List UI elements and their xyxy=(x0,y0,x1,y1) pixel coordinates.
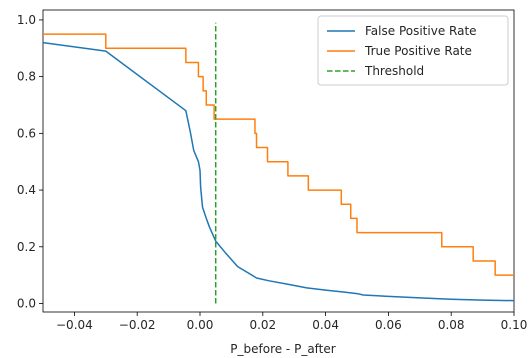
x-tick-label: −0.02 xyxy=(119,318,156,332)
series-line-1 xyxy=(43,33,514,276)
y-tick-label: 0.8 xyxy=(17,70,36,84)
x-tick-label: 0.00 xyxy=(187,318,214,332)
x-axis-title: P_before - P_after xyxy=(230,342,336,356)
y-tick-label: 0.4 xyxy=(17,183,36,197)
x-tick-label: 0.10 xyxy=(501,318,528,332)
axes-frame xyxy=(42,9,515,313)
series-line-0 xyxy=(43,41,514,302)
legend: False Positive Rate True Positive Rate Thr… xyxy=(317,15,509,86)
y-axis-ticks: 0.0 0.2 0.4 0.6 0.8 1.0 xyxy=(17,13,43,310)
legend-box xyxy=(317,15,509,86)
x-tick-label: −0.04 xyxy=(56,318,93,332)
y-tick-label: 0.6 xyxy=(17,126,36,140)
plot-border xyxy=(42,9,515,313)
x-tick-label: 0.06 xyxy=(375,318,402,332)
y-tick-label: 0.2 xyxy=(17,240,36,254)
y-tick-label: 1.0 xyxy=(17,13,36,27)
series-layer xyxy=(43,22,514,304)
legend-label: False Positive Rate xyxy=(365,24,477,38)
y-tick-label: 0.0 xyxy=(17,296,36,310)
x-tick-label: 0.02 xyxy=(249,318,276,332)
x-axis-ticks: −0.04 −0.02 0.00 0.02 0.04 0.06 0.08 0.10 xyxy=(56,312,527,332)
x-tick-label: 0.04 xyxy=(312,318,339,332)
legend-label: True Positive Rate xyxy=(364,44,472,58)
x-tick-label: 0.08 xyxy=(438,318,465,332)
legend-label: Threshold xyxy=(364,64,424,78)
